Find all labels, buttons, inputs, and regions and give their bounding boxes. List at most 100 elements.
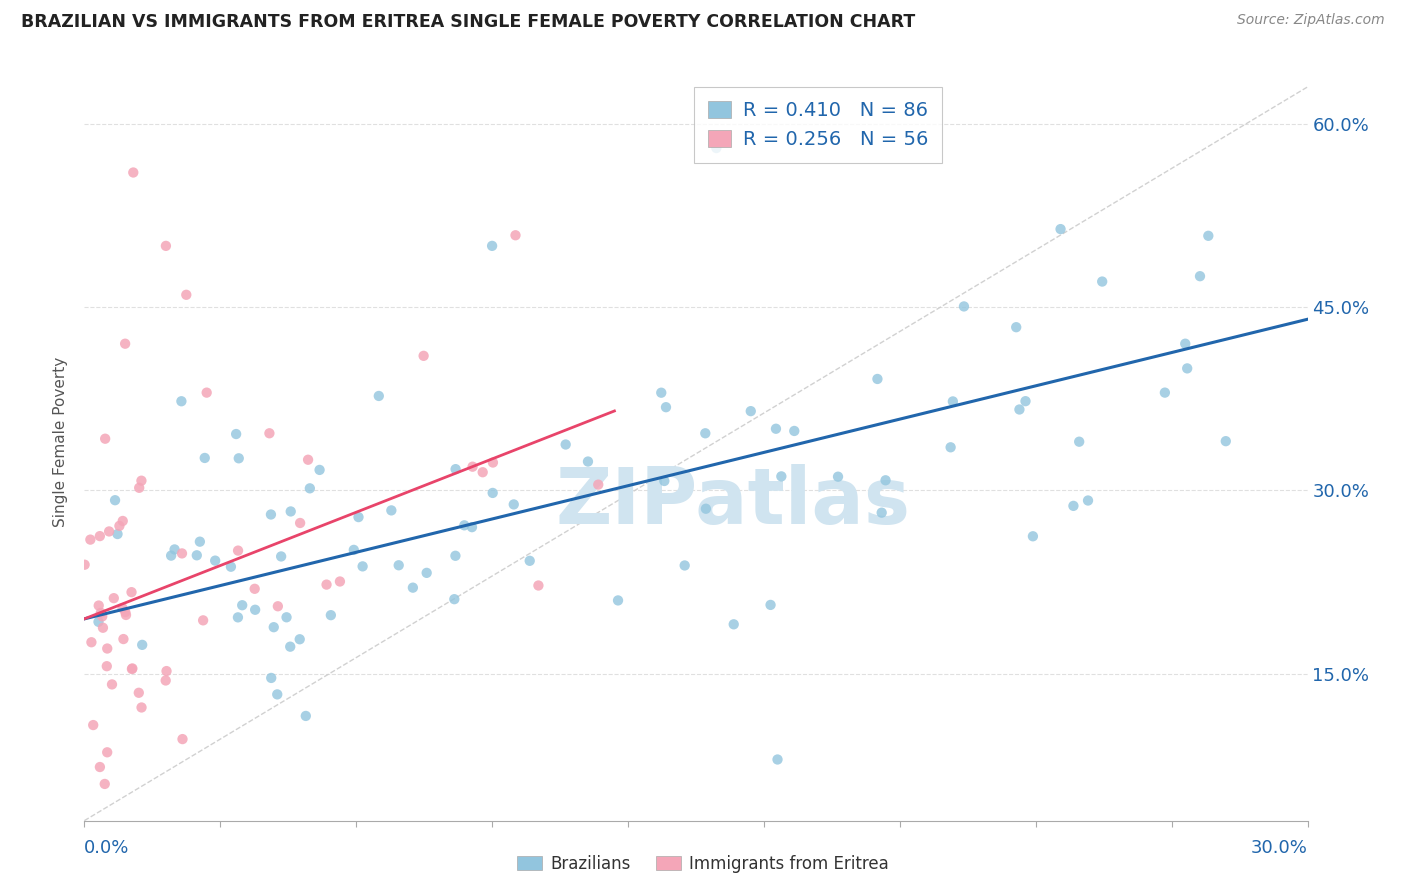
Point [444, 462, 467, 476]
Point [1091, 275, 1114, 289]
Point [1175, 361, 1198, 376]
Point [866, 372, 889, 386]
Point [347, 510, 370, 524]
Point [380, 503, 402, 517]
Point [163, 542, 186, 557]
Point [194, 450, 217, 465]
Point [444, 549, 467, 563]
Point [104, 493, 127, 508]
Point [650, 385, 672, 400]
Point [471, 465, 494, 479]
Point [527, 578, 550, 592]
Point [481, 486, 503, 500]
Point [412, 349, 434, 363]
Point [121, 662, 143, 676]
Point [260, 671, 283, 685]
Point [765, 422, 787, 436]
Point [939, 440, 962, 454]
Point [652, 474, 675, 488]
Text: 30.0%: 30.0% [1251, 839, 1308, 857]
Point [267, 599, 290, 614]
Point [1049, 222, 1071, 236]
Point [740, 404, 762, 418]
Point [329, 574, 352, 589]
Point [79, 533, 101, 547]
Point [131, 700, 153, 714]
Point [297, 452, 319, 467]
Point [87, 615, 110, 629]
Point [114, 605, 136, 619]
Point [554, 437, 576, 451]
Point [875, 473, 897, 487]
Point [131, 638, 153, 652]
Point [96, 641, 118, 656]
Point [278, 640, 301, 654]
Point [103, 591, 125, 606]
Point [1154, 385, 1177, 400]
Point [461, 520, 484, 534]
Point [111, 514, 134, 528]
Point [172, 732, 194, 747]
Point [280, 504, 302, 518]
Point [204, 554, 226, 568]
Point [131, 474, 153, 488]
Point [80, 635, 103, 649]
Point [607, 593, 630, 607]
Point [155, 664, 177, 678]
Point [673, 558, 696, 573]
Point [1197, 228, 1219, 243]
Point [121, 661, 143, 675]
Point [288, 516, 311, 530]
Point [98, 524, 121, 539]
Point [228, 451, 250, 466]
Point [231, 599, 253, 613]
Point [352, 559, 374, 574]
Point [1215, 434, 1237, 449]
Point [519, 554, 541, 568]
Point [308, 463, 330, 477]
Point [155, 239, 177, 253]
Point [243, 603, 266, 617]
Point [388, 558, 411, 573]
Y-axis label: Single Female Poverty: Single Female Poverty [53, 357, 69, 526]
Point [402, 581, 425, 595]
Text: BRAZILIAN VS IMMIGRANTS FROM ERITREA SINGLE FEMALE POVERTY CORRELATION CHART: BRAZILIAN VS IMMIGRANTS FROM ERITREA SIN… [21, 13, 915, 31]
Point [89, 760, 111, 774]
Point [73, 558, 96, 572]
Point [942, 394, 965, 409]
Point [276, 610, 298, 624]
Point [219, 559, 242, 574]
Point [170, 546, 193, 560]
Point [82, 718, 104, 732]
Point [270, 549, 292, 564]
Point [87, 599, 110, 613]
Point [96, 659, 118, 673]
Point [112, 632, 135, 646]
Point [576, 454, 599, 468]
Point [226, 543, 249, 558]
Point [93, 777, 115, 791]
Point [122, 165, 145, 179]
Point [266, 687, 288, 701]
Point [461, 459, 484, 474]
Point [186, 549, 208, 563]
Point [170, 394, 193, 409]
Point [1008, 402, 1031, 417]
Point [502, 497, 524, 511]
Point [1005, 320, 1028, 334]
Point [96, 745, 118, 759]
Text: Source: ZipAtlas.com: Source: ZipAtlas.com [1237, 13, 1385, 28]
Point [453, 518, 475, 533]
Point [1077, 493, 1099, 508]
Point [195, 385, 218, 400]
Point [298, 481, 321, 495]
Point [121, 585, 143, 599]
Point [288, 632, 311, 647]
Point [505, 228, 527, 243]
Point [783, 424, 806, 438]
Point [94, 432, 117, 446]
Point [263, 620, 285, 634]
Legend: R = 0.410   N = 86, R = 0.256   N = 56: R = 0.410 N = 86, R = 0.256 N = 56 [695, 87, 942, 163]
Point [870, 506, 893, 520]
Point [1188, 269, 1211, 284]
